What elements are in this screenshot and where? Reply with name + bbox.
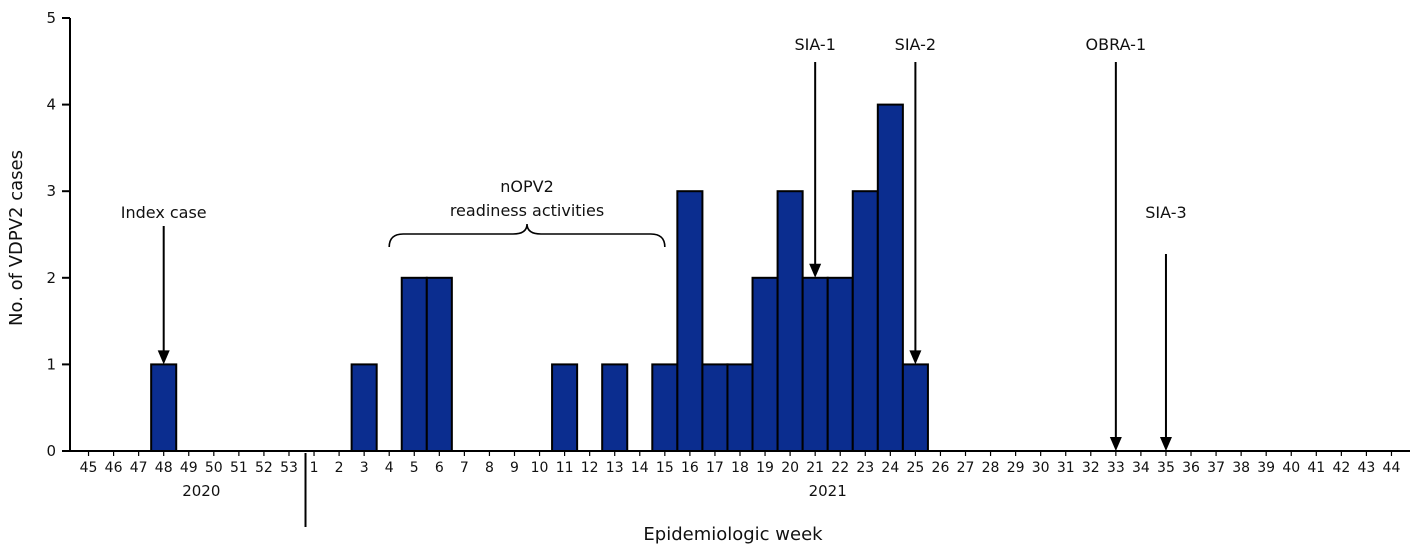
x-axis-title: Epidemiologic week	[643, 524, 823, 545]
x-tick-label: 27	[957, 460, 975, 476]
x-tick-label: 47	[130, 460, 148, 476]
annotation-arrowhead	[809, 263, 822, 278]
x-tick-label: 40	[1282, 460, 1300, 476]
x-tick-label: 35	[1157, 460, 1175, 476]
x-tick-label: 49	[180, 460, 198, 476]
x-tick-label: 19	[756, 460, 774, 476]
x-tick-label: 17	[706, 460, 724, 476]
x-tick-label: 30	[1032, 460, 1050, 476]
x-tick-label: 53	[280, 460, 298, 476]
x-tick-label: 15	[656, 460, 674, 476]
x-tick-label: 8	[485, 460, 494, 476]
bar	[876, 103, 904, 452]
annotation-label: OBRA-1	[1086, 35, 1147, 54]
x-tick-label: 31	[1057, 460, 1075, 476]
x-tick-label: 51	[230, 460, 248, 476]
x-tick-label: 42	[1332, 460, 1350, 476]
bars-layer	[150, 103, 929, 452]
x-tick-label: 46	[105, 460, 123, 476]
x-tick-label: 7	[460, 460, 469, 476]
y-tick-label: 2	[46, 269, 56, 287]
annotation-label: SIA-2	[895, 35, 936, 54]
year-label: 2021	[809, 482, 847, 500]
bar	[350, 363, 378, 452]
annotation-arrowhead	[909, 350, 922, 365]
annotation-arrowhead	[157, 350, 170, 365]
x-tick-label: 45	[80, 460, 98, 476]
x-tick-label: 21	[806, 460, 824, 476]
year-label: 2020	[182, 482, 220, 500]
bar	[150, 363, 178, 452]
bar	[751, 276, 779, 452]
y-tick-label: 3	[46, 182, 56, 200]
bar	[826, 276, 854, 452]
annotation-label: SIA-3	[1145, 203, 1186, 222]
y-axis-title: No. of VDPV2 cases	[6, 150, 27, 326]
bar	[400, 276, 428, 452]
x-tick-label: 23	[856, 460, 874, 476]
x-tick-label: 26	[932, 460, 950, 476]
bar	[651, 363, 679, 452]
bar	[801, 276, 829, 452]
x-tick-label: 44	[1383, 460, 1401, 476]
x-tick-label: 34	[1132, 460, 1150, 476]
annotations-layer: Index case SIA-1 SIA-2 OBRA-1 SIA-3 nOPV2 read…	[121, 35, 1187, 451]
x-tick-label: 12	[581, 460, 599, 476]
x-tick-label: 33	[1107, 460, 1125, 476]
annotation-label: Index case	[121, 203, 207, 222]
x-tick-label: 41	[1307, 460, 1325, 476]
y-tick-label: 5	[46, 9, 56, 27]
x-tick-label: 4	[385, 460, 394, 476]
x-tick-label: 16	[681, 460, 699, 476]
x-tick-label: 13	[606, 460, 624, 476]
annotation-arrowhead	[1109, 437, 1122, 451]
x-tick-label: 14	[631, 460, 649, 476]
bar	[425, 276, 453, 452]
x-tick-label: 38	[1232, 460, 1250, 476]
bar	[601, 363, 629, 452]
brace-label: nOPV2	[500, 177, 554, 196]
x-tick-label: 24	[881, 460, 899, 476]
bar	[726, 363, 754, 452]
x-tick-label: 5	[410, 460, 419, 476]
bar	[701, 363, 729, 452]
y-tick-label: 4	[46, 96, 56, 114]
x-tick-label: 1	[310, 460, 319, 476]
y-tick-label: 0	[46, 442, 56, 460]
x-tick-label: 9	[510, 460, 519, 476]
x-tick-label: 29	[1007, 460, 1025, 476]
bar	[851, 190, 879, 452]
annotation-label: SIA-1	[794, 35, 835, 54]
bar	[551, 363, 579, 452]
x-tick-label: 11	[556, 460, 574, 476]
x-tick-label: 3	[360, 460, 369, 476]
x-tick-label: 39	[1257, 460, 1275, 476]
x-tick-label: 22	[831, 460, 849, 476]
brace	[388, 223, 666, 248]
x-tick-label: 10	[531, 460, 549, 476]
x-tick-label: 32	[1082, 460, 1100, 476]
y-tick-label: 1	[46, 355, 56, 373]
x-tick-label: 48	[155, 460, 173, 476]
x-tick-label: 37	[1207, 460, 1225, 476]
x-tick-label: 20	[781, 460, 799, 476]
x-tick-label: 52	[255, 460, 273, 476]
x-tick-label: 25	[906, 460, 924, 476]
x-tick-label: 36	[1182, 460, 1200, 476]
x-tick-label: 18	[731, 460, 749, 476]
annotation-arrowhead	[1159, 437, 1172, 451]
x-tick-label: 43	[1358, 460, 1376, 476]
brace-label: readiness activities	[450, 201, 604, 220]
bar	[901, 363, 929, 452]
x-tick-label: 28	[982, 460, 1000, 476]
x-tick-label: 6	[435, 460, 444, 476]
bar	[776, 190, 804, 452]
x-tick-label: 2	[335, 460, 344, 476]
x-tick-label: 50	[205, 460, 223, 476]
bar	[676, 190, 704, 452]
